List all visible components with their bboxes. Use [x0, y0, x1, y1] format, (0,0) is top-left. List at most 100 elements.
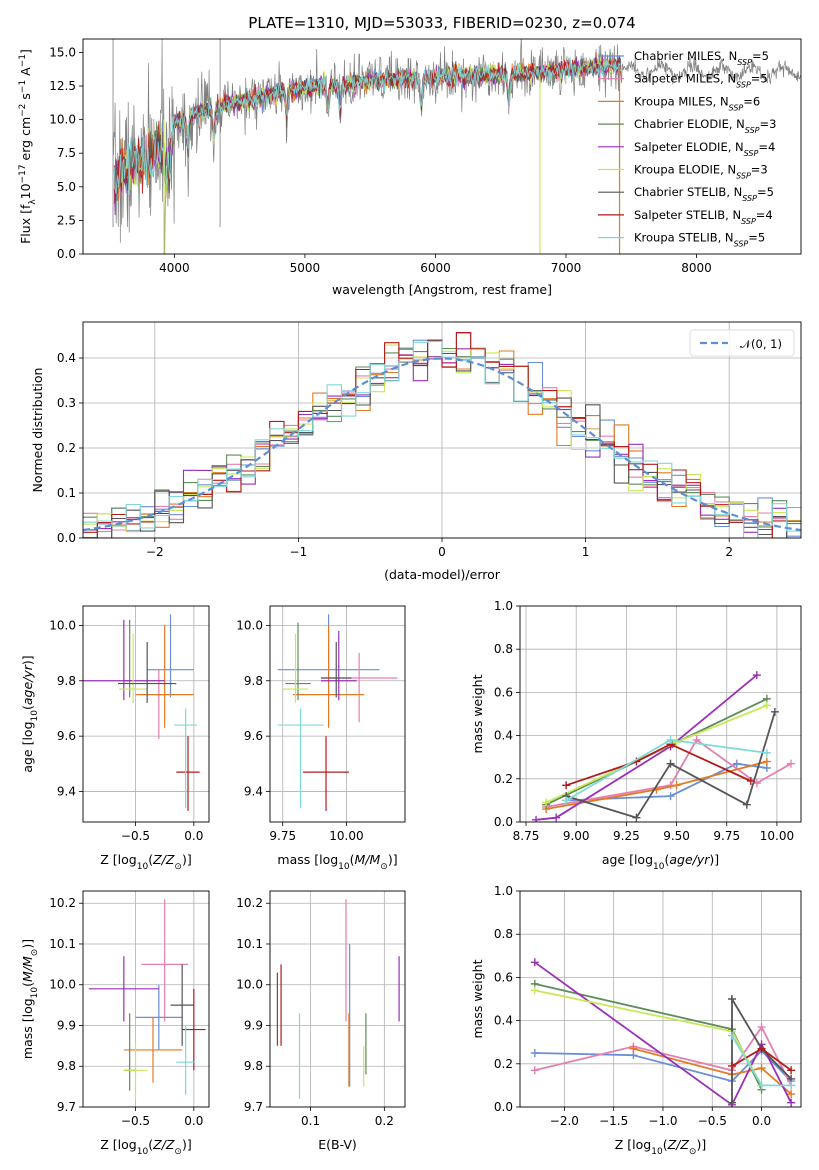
weight-point-marker	[562, 796, 571, 805]
weight-point-marker	[787, 1098, 796, 1107]
weight-point-marker	[530, 958, 539, 967]
weight-point-marker	[762, 748, 771, 757]
y-tick-label: 10.0	[236, 618, 263, 632]
panel-spectrum: 4000 5000 6000 7000 8000 0.0 2.5 5.0 7.5 10.0 12.5…	[18, 38, 802, 297]
y-tick-label: 12.5	[49, 79, 76, 93]
legend-label: Kroupa ELODIE, NSSP=3	[634, 163, 768, 181]
spectrum-model-line	[113, 57, 621, 195]
normal-reference-curve	[83, 357, 801, 532]
weight-point-marker	[666, 792, 675, 801]
y-tick-label: 2.5	[57, 213, 76, 227]
y-tick-label: 0.0	[494, 1100, 513, 1114]
y-tick-label: 10.1	[236, 937, 263, 951]
y-tick-label: 0.4	[494, 729, 513, 743]
weight-point-marker	[787, 1090, 796, 1099]
y-tick-label: 10.0	[49, 978, 76, 992]
weight-series-line	[633, 1047, 792, 1095]
axes-frame	[269, 605, 406, 823]
y-axis-label: age [log10(age/yr)]	[20, 655, 40, 772]
x-tick-label: 5000	[290, 261, 321, 275]
weight-point-marker	[757, 1081, 766, 1090]
plot-area	[520, 891, 801, 1107]
panel-mass-vs-Z: −0.5 0.0 9.7 9.8 9.9 10.0 10.1 10.2 Z [log10(Z/Z…	[20, 890, 210, 1157]
y-tick-label: 9.6	[244, 729, 263, 743]
x-tick-label: −0.5	[121, 829, 150, 843]
weight-point-marker	[530, 986, 539, 995]
y-tick-label: 15.0	[49, 45, 76, 59]
y-tick-label: 1.0	[494, 884, 513, 898]
weight-point-marker	[727, 995, 736, 1003]
y-tick-label: 0.3	[57, 396, 76, 410]
panel-weight-vs-age: 8.75 9.00 9.25 9.50 9.75 10.00 0.0 0.2 0.4 0.6 0.8…	[470, 599, 802, 872]
weight-point-marker	[746, 776, 755, 785]
y-tick-label: 5.0	[57, 180, 76, 194]
y-tick-label: 9.8	[57, 1059, 76, 1073]
weight-point-marker	[530, 1066, 539, 1075]
weight-point-marker	[770, 707, 779, 716]
x-tick-label: 9.75	[269, 829, 296, 843]
y-tick-label: 9.7	[244, 1100, 263, 1114]
histogram-step	[83, 340, 801, 538]
x-axis-label: age [log10(age/yr)]	[602, 852, 719, 872]
y-tick-label: 10.0	[49, 113, 76, 127]
legend-label: Kroupa MILES, NSSP=6	[634, 94, 760, 112]
weight-series-line	[731, 995, 792, 1103]
figure-title: PLATE=1310, MJD=53033, FIBERID=0230, z=0…	[248, 14, 635, 32]
plot-area	[83, 891, 209, 1107]
panel-age-vs-Z: −0.5 0.0 9.4 9.6 9.8 10.0 Z [log10(Z/Z⊙)] age […	[20, 605, 210, 872]
y-tick-label: 10.2	[236, 896, 263, 910]
weight-point-marker	[532, 815, 541, 822]
plot-area	[270, 606, 405, 822]
x-tick-label: 0.0	[184, 829, 203, 843]
y-tick-label: 0.8	[494, 642, 513, 656]
y-tick-label: 0.2	[494, 1057, 513, 1071]
plot-area	[270, 891, 405, 1107]
weight-point-marker	[786, 759, 795, 768]
x-tick-label: −1.0	[648, 1114, 677, 1128]
weight-point-marker	[666, 735, 675, 744]
panel-weight-vs-Z: −2.0 −1.5 −1.0 −0.5 0.0 0.0 0.2 0.4 0.6 0.8 1.0 mas…	[470, 884, 802, 1157]
weight-point-marker	[732, 759, 741, 768]
x-tick-label: 0.0	[184, 1114, 203, 1128]
plot-area	[83, 322, 801, 538]
legend-label: Salpeter MILES, NSSP=5	[634, 72, 768, 90]
weight-point-marker	[762, 701, 771, 710]
y-axis-label: Normed distribution	[30, 368, 45, 493]
legend-label: Chabrier ELODIE, NSSP=3	[634, 117, 776, 135]
weight-series-line	[536, 674, 758, 821]
weight-point-marker	[672, 781, 681, 790]
legend: Chabrier MILES, NSSP=5 Salpeter MILES, NS…	[598, 49, 776, 248]
weight-point-marker	[752, 671, 761, 680]
weight-point-marker	[742, 800, 751, 809]
x-tick-label: 10.00	[760, 829, 794, 843]
weight-series-line	[534, 989, 763, 1086]
x-axis-label: E(B-V)	[318, 1137, 357, 1152]
x-axis-label: Z [log10(Z/Z⊙)]	[615, 1137, 706, 1157]
y-tick-label: 9.4	[244, 785, 263, 799]
axes-frame	[82, 321, 802, 539]
y-axis-label: mass weight	[470, 674, 485, 753]
y-tick-label: 9.9	[244, 1018, 263, 1032]
weight-point-marker	[672, 738, 681, 747]
x-tick-label: 0.0	[752, 1114, 771, 1128]
legend-label: Salpeter ELODIE, NSSP=4	[634, 140, 775, 158]
x-tick-label: 0	[438, 545, 446, 559]
x-axis-label: Z [log10(Z/Z⊙)]	[100, 1137, 191, 1157]
panel-mass-vs-EBV: 0.1 0.2 9.7 9.8 9.9 10.0 10.1 10.2 E(B-V)	[236, 890, 406, 1152]
weight-point-marker	[762, 757, 771, 766]
x-tick-label: 6000	[420, 261, 451, 275]
y-tick-label: 0.1	[57, 486, 76, 500]
x-tick-label: −0.5	[698, 1114, 727, 1128]
axes-frame	[82, 890, 210, 1108]
y-tick-label: 0.2	[57, 441, 76, 455]
legend-box	[689, 329, 795, 357]
x-tick-label: 4000	[159, 261, 190, 275]
x-tick-label: 9.75	[713, 829, 740, 843]
legend-label: 𝒩(0, 1)	[740, 337, 782, 351]
y-tick-label: 0.2	[494, 772, 513, 786]
weight-point-marker	[666, 759, 675, 768]
weight-point-marker	[727, 1098, 736, 1107]
legend-label: Chabrier MILES, NSSP=5	[634, 49, 769, 67]
y-tick-label: 9.8	[244, 674, 263, 688]
x-tick-label: 8.75	[513, 829, 540, 843]
